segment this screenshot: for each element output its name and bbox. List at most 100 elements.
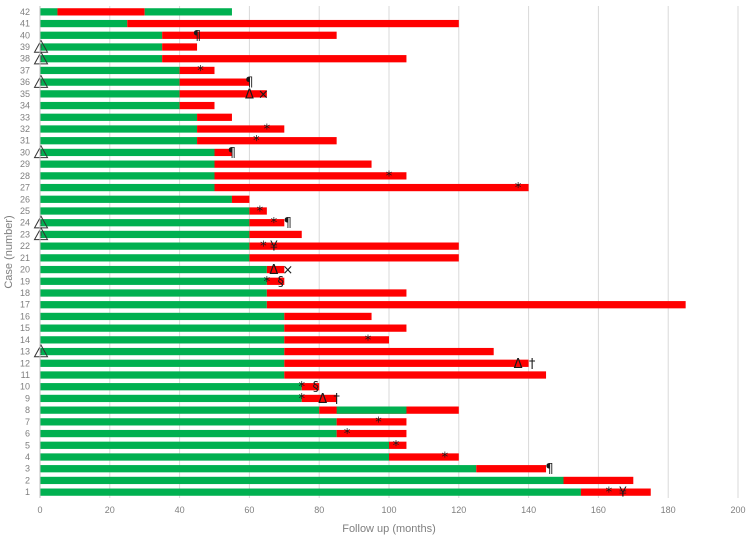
bar-case-14-segment-2 bbox=[284, 336, 389, 344]
triangle-shape bbox=[33, 344, 49, 358]
y-tick-label: 39 bbox=[20, 42, 30, 52]
y-tick-label: 3 bbox=[25, 464, 30, 474]
bar-case-21-segment-1 bbox=[40, 254, 250, 262]
axes: 0 20 40 60 80 100 120 140 160 180 2001234567891011… bbox=[20, 6, 746, 515]
marker-case-20: Δ bbox=[269, 263, 278, 278]
marker-case-3: ¶ bbox=[545, 462, 553, 477]
triangle-mark-text: ! bbox=[39, 219, 42, 228]
y-tick-label: 41 bbox=[20, 19, 30, 29]
bar-case-11-segment-2 bbox=[284, 371, 547, 379]
y-tick-label: 10 bbox=[20, 382, 30, 392]
bar-case-30-segment-1 bbox=[40, 148, 215, 157]
bar-case-9-segment-1 bbox=[40, 394, 302, 403]
bar-case-13-segment-2 bbox=[284, 347, 494, 356]
y-tick-label: 1 bbox=[25, 487, 30, 497]
y-tick-label: 8 bbox=[25, 405, 30, 415]
bar-case-32-segment-1 bbox=[40, 125, 198, 133]
y-tick-label: 2 bbox=[25, 475, 30, 485]
y-tick-label: 21 bbox=[20, 253, 30, 263]
marker-case-5: * bbox=[393, 439, 400, 454]
marker-case-9: Δ bbox=[318, 392, 327, 407]
bar-case-20-segment-1 bbox=[40, 265, 267, 274]
y-tick-label: 19 bbox=[20, 276, 30, 286]
bar-case-22-segment-1 bbox=[40, 242, 250, 250]
triangle-shape bbox=[33, 226, 49, 241]
bar-case-11-segment-1 bbox=[40, 371, 285, 379]
bar-case-10-segment-1 bbox=[40, 383, 302, 391]
marker-case-24: * bbox=[271, 216, 278, 231]
y-tick-label: 4 bbox=[25, 452, 30, 462]
marker-case-35: × bbox=[258, 87, 269, 102]
bar-case-4-segment-1 bbox=[40, 453, 389, 461]
marker-triangle-case-38: ! bbox=[33, 51, 49, 65]
bar-case-17-segment-1 bbox=[40, 301, 267, 309]
bar-case-36-segment-1 bbox=[40, 78, 180, 86]
x-tick-label: 200 bbox=[730, 505, 745, 515]
bar-case-26-segment-2 bbox=[231, 195, 250, 203]
y-tick-label: 42 bbox=[20, 7, 30, 17]
marker-case-22: * bbox=[260, 240, 267, 255]
bar-case-40-segment-1 bbox=[40, 31, 163, 39]
bar-case-42-overlay bbox=[144, 8, 232, 16]
bar-case-2-segment-1 bbox=[40, 476, 564, 485]
bar-case-5-segment-1 bbox=[40, 441, 389, 449]
y-axis-title: Case (number) bbox=[3, 215, 15, 288]
bar-case-3-segment-2 bbox=[476, 465, 547, 473]
bar-case-13-segment-1 bbox=[40, 347, 285, 356]
bar-case-38-segment-2 bbox=[162, 55, 407, 63]
bar-case-23-segment-2 bbox=[249, 230, 302, 239]
marker-case-35: Δ bbox=[245, 87, 254, 102]
marker-case-22: ¥ bbox=[270, 240, 278, 255]
triangle-shape bbox=[33, 144, 49, 159]
y-tick-label: 25 bbox=[20, 206, 30, 216]
triangle-shape bbox=[33, 51, 49, 65]
bar-case-34-segment-2 bbox=[179, 101, 215, 110]
bar-case-1-segment-2 bbox=[580, 488, 651, 496]
bar-case-31-segment-1 bbox=[40, 137, 198, 145]
y-tick-label: 23 bbox=[20, 229, 30, 239]
y-tick-label: 18 bbox=[20, 288, 30, 298]
bars bbox=[40, 8, 686, 496]
triangle-mark-text: ! bbox=[39, 231, 42, 240]
marker-case-27: * bbox=[515, 181, 522, 196]
marker-case-12: Δ bbox=[514, 357, 523, 372]
y-tick-label: 36 bbox=[20, 77, 30, 87]
bar-case-3-segment-1 bbox=[40, 465, 477, 473]
bar-case-38-segment-1 bbox=[40, 55, 163, 63]
marker-triangle-case-30: ! bbox=[33, 144, 49, 159]
bar-case-16-segment-1 bbox=[40, 312, 285, 321]
bar-case-9-segment-2 bbox=[301, 394, 337, 403]
bar-case-17-segment-2 bbox=[266, 301, 686, 309]
y-tick-label: 14 bbox=[20, 335, 30, 345]
marker-triangle-case-36: ! bbox=[33, 74, 49, 88]
marker-case-4: * bbox=[442, 451, 449, 466]
bar-case-12-segment-1 bbox=[40, 359, 285, 367]
bar-case-18-segment-2 bbox=[266, 289, 407, 297]
y-tick-label: 5 bbox=[25, 440, 30, 450]
marker-case-12: † bbox=[529, 357, 536, 372]
bar-case-34-segment-1 bbox=[40, 101, 180, 110]
triangle-shape bbox=[33, 39, 49, 53]
x-tick-label: 60 bbox=[244, 505, 254, 515]
bar-case-20-segment-2 bbox=[266, 265, 285, 274]
event-markers: * ¥¶***** Δ †* §Δ †!** §Δ ×* ¥!! * ¶***! ¶**Δ ×! ¶*!!… bbox=[33, 29, 627, 501]
y-tick-label: 30 bbox=[20, 147, 30, 157]
marker-case-9: * bbox=[299, 392, 306, 407]
y-tick-label: 20 bbox=[20, 265, 30, 275]
bar-case-19-segment-2 bbox=[266, 277, 285, 285]
y-tick-label: 33 bbox=[20, 112, 30, 122]
y-tick-label: 26 bbox=[20, 194, 30, 204]
marker-case-9: † bbox=[333, 392, 340, 407]
bar-case-28-segment-2 bbox=[214, 172, 407, 180]
marker-case-40: ¶ bbox=[193, 29, 201, 44]
triangle-mark-text: ! bbox=[39, 348, 42, 357]
bar-case-27-segment-2 bbox=[214, 183, 529, 192]
x-tick-label: 20 bbox=[105, 505, 115, 515]
bar-case-33-segment-2 bbox=[197, 113, 232, 121]
x-tick-label: 120 bbox=[451, 505, 466, 515]
bar-case-10-segment-2 bbox=[301, 383, 320, 391]
marker-case-20: × bbox=[282, 263, 293, 278]
bar-case-39-segment-2 bbox=[162, 43, 198, 51]
